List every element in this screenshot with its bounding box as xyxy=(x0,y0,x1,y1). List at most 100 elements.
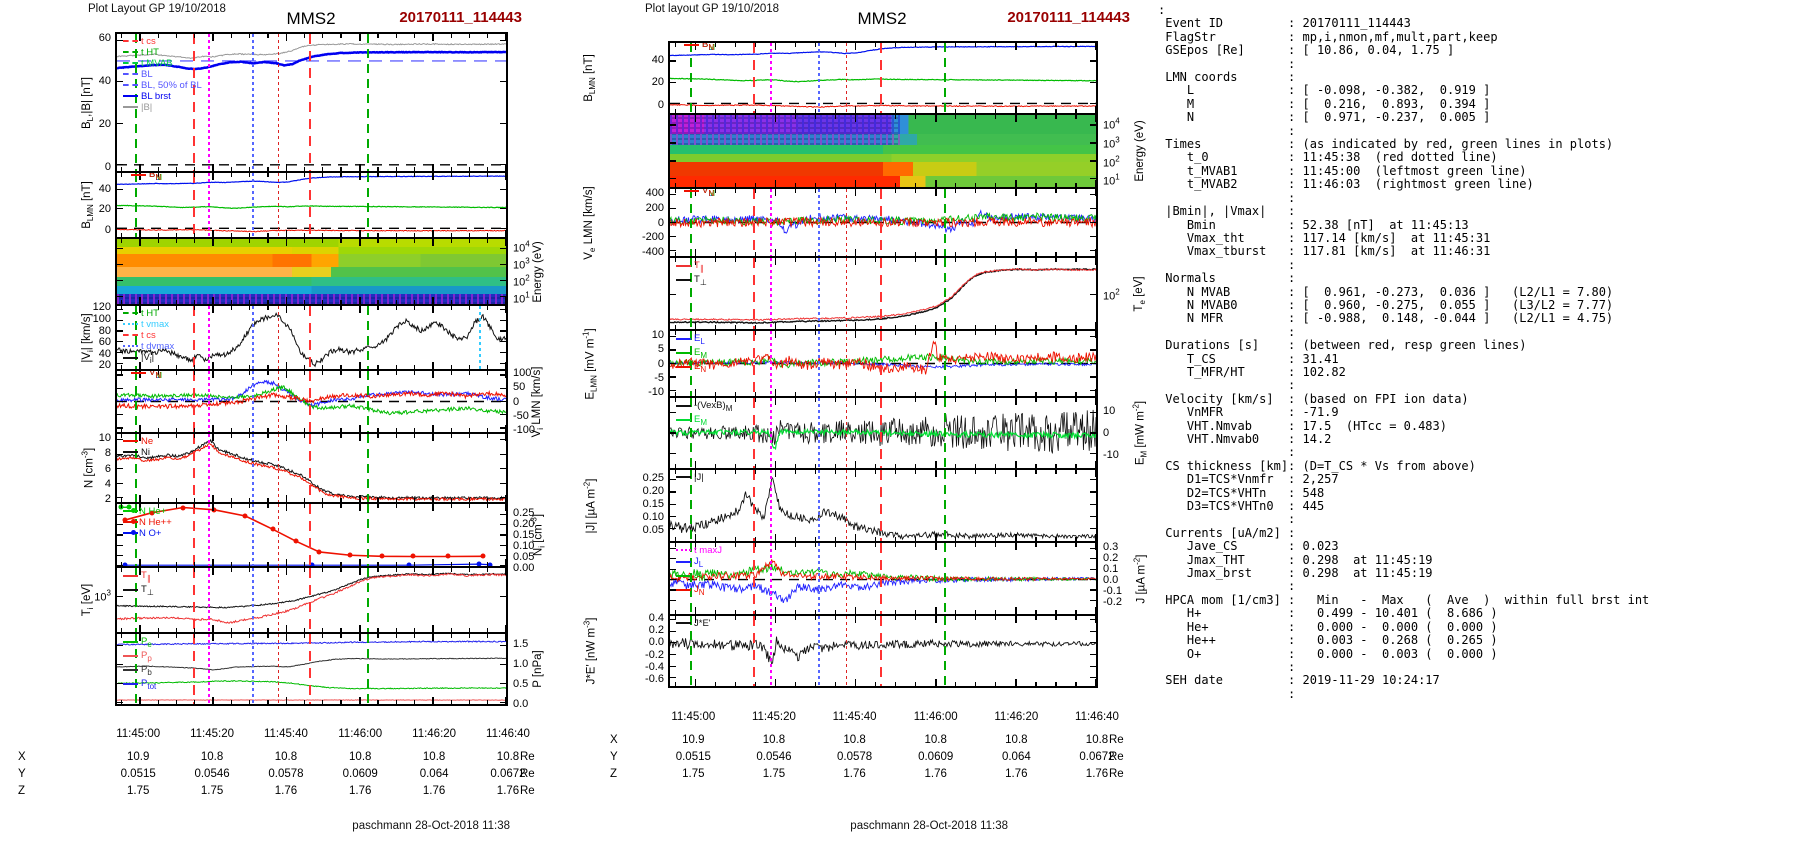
plot-layout-header: Plot Layout GP 19/10/2018 xyxy=(88,3,226,15)
x-tick xyxy=(794,189,796,193)
x-tick xyxy=(935,115,937,122)
y-axis-right: 0.25 0.20 0.15 0.10 0.05 0.00 Ni [cm-3] xyxy=(508,502,556,574)
x-tick xyxy=(774,607,776,614)
x-tick xyxy=(194,167,196,171)
x-tick xyxy=(674,109,676,113)
y-tick xyxy=(500,164,506,166)
t_mvab2-marker-line xyxy=(944,258,947,329)
x-tick xyxy=(874,537,876,541)
x-tick xyxy=(303,233,306,237)
legend-label: EL xyxy=(694,333,705,346)
x-tick xyxy=(468,568,471,572)
x-tick xyxy=(754,682,756,686)
x-tick xyxy=(468,173,471,177)
x-tick xyxy=(935,322,937,329)
x-tick xyxy=(303,568,306,572)
x-tick xyxy=(834,543,836,547)
y-tick xyxy=(117,247,123,249)
x-tick xyxy=(935,389,937,396)
x-tick xyxy=(322,233,324,237)
data-point-marker xyxy=(242,513,248,519)
x-tick xyxy=(267,365,269,369)
x-tick xyxy=(487,306,489,310)
data-point-marker xyxy=(445,553,451,559)
x-tick xyxy=(340,634,342,638)
plot-layout-header: Plot layout GP 19/10/2018 xyxy=(645,3,780,15)
y-axis-left: 0 20 40 60 BL,|B| [nT] xyxy=(0,32,115,173)
x-tick xyxy=(468,634,471,638)
x-tick xyxy=(694,43,696,50)
x-tick xyxy=(935,258,937,265)
x-tick xyxy=(874,43,876,47)
t_mvab2-marker-line xyxy=(367,371,370,432)
x-tick xyxy=(322,634,324,638)
legend-item: J*E' xyxy=(676,618,711,629)
data-point-marker xyxy=(180,505,186,510)
legend-item: EL xyxy=(676,333,707,347)
t_cs1-marker-line xyxy=(753,258,756,329)
y-tick-label: -0.6 xyxy=(645,673,664,686)
y-tick xyxy=(500,122,506,124)
axis-label: |J| [µA m-2] xyxy=(582,478,598,533)
x-tick xyxy=(1095,322,1096,329)
legend-label: T∥ xyxy=(141,570,151,583)
x-tick xyxy=(914,392,916,396)
x-tick xyxy=(814,189,816,193)
panel-ve-lmn: 400 200 0 -200 -400 Ve LMN [km/s] VL VM VN xyxy=(556,186,1158,259)
y-tick xyxy=(500,482,506,484)
plot-area: T∥ T⊥ xyxy=(115,566,508,634)
ephemeris-unit: Re xyxy=(1109,768,1124,780)
x-tick xyxy=(955,464,957,468)
x-tick xyxy=(935,616,937,623)
x-tick xyxy=(734,610,736,614)
legend-line-sample xyxy=(676,337,691,340)
x-tick xyxy=(955,398,957,402)
panel-density: 2 4 6 8 10 N [cm-3] Ne Ni xyxy=(0,432,556,505)
t_mvab1-marker-line xyxy=(135,306,138,369)
x-tick xyxy=(432,697,434,704)
x-tick xyxy=(468,306,471,310)
x-tick xyxy=(754,252,756,256)
x-tick xyxy=(1095,679,1096,686)
x-tick xyxy=(1095,189,1096,196)
x-tick xyxy=(694,322,696,329)
x-tick xyxy=(894,183,896,187)
x-tick xyxy=(674,115,676,119)
x-tick xyxy=(694,249,696,256)
x-tick xyxy=(774,189,776,196)
plot-area: BL BM BN xyxy=(668,41,1098,115)
x-tick xyxy=(734,189,736,193)
legend-line-sample xyxy=(676,264,691,267)
x-tick xyxy=(487,239,489,243)
x-tick xyxy=(157,371,159,375)
x-tick xyxy=(1035,537,1037,541)
y-tick-label: 102 xyxy=(513,273,530,289)
x-tick xyxy=(874,470,876,474)
x-tick xyxy=(995,331,997,335)
y-tick-label: 103 xyxy=(94,588,111,604)
x-tick xyxy=(854,534,857,541)
x-tick xyxy=(157,365,159,369)
x-tick xyxy=(249,504,251,508)
y-tick xyxy=(670,665,676,667)
x-tick xyxy=(487,562,489,566)
x-tick xyxy=(249,239,251,243)
x-tick xyxy=(340,434,342,438)
y-tick-label: 0 xyxy=(104,160,111,173)
y-tick-label: -200 xyxy=(641,231,664,244)
x-tick xyxy=(975,43,977,47)
y-tick xyxy=(1090,479,1096,481)
y-tick-label: -50 xyxy=(513,409,529,422)
panel-electron-temperature: T∥ T⊥ 102 Te [eV] xyxy=(556,256,1158,331)
y-tick-label: 1.5 xyxy=(513,638,529,650)
y-axis-right: 0.3 0.2 0.1 0.0 -0.1 -0.2 J [µA m-2] xyxy=(1098,541,1158,616)
y-tick xyxy=(1090,207,1096,210)
x-tick xyxy=(267,306,269,310)
ephemeris-value: 1.76 xyxy=(1005,768,1028,780)
plot-area: VL VM VN xyxy=(668,187,1098,258)
legend-label: |B| xyxy=(141,102,153,114)
x-tick xyxy=(194,306,196,310)
x-tick xyxy=(303,434,306,438)
x-tick xyxy=(359,634,361,641)
y-axis-right xyxy=(508,32,556,173)
